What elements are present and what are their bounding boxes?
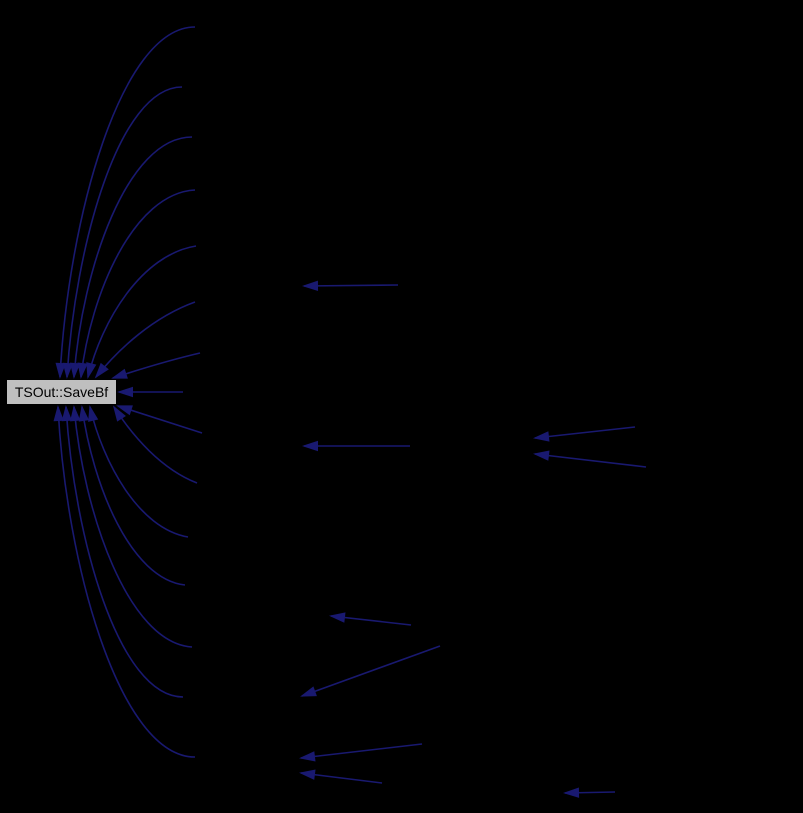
graph-node-label: TSOut::SaveBf — [14, 384, 109, 400]
caller-edge — [55, 26, 196, 379]
indirect-caller-edge — [533, 450, 647, 468]
caller-edge — [62, 86, 183, 379]
indirect-caller-edge — [563, 787, 616, 798]
caller-edge — [88, 405, 189, 538]
caller-edge — [78, 405, 186, 586]
caller-edge — [112, 405, 198, 484]
edge-layer — [53, 26, 647, 798]
caller-edge — [69, 136, 193, 379]
indirect-caller-edge — [299, 743, 423, 762]
indirect-caller-edge — [299, 769, 383, 784]
caller-edge — [111, 352, 201, 379]
caller-edge — [70, 405, 193, 648]
caller-edge — [94, 301, 196, 379]
graph-node-savebf[interactable]: TSOut::SaveBf — [6, 379, 117, 405]
caller-edge — [86, 245, 197, 379]
indirect-caller-edge — [533, 426, 636, 442]
caller-edge — [61, 405, 184, 698]
caller-edge — [77, 189, 196, 379]
caller-edge — [53, 405, 196, 758]
indirect-caller-edge — [302, 280, 399, 292]
indirect-caller-edge — [300, 645, 441, 697]
indirect-caller-edge — [329, 612, 412, 626]
caller-edge — [116, 405, 203, 434]
